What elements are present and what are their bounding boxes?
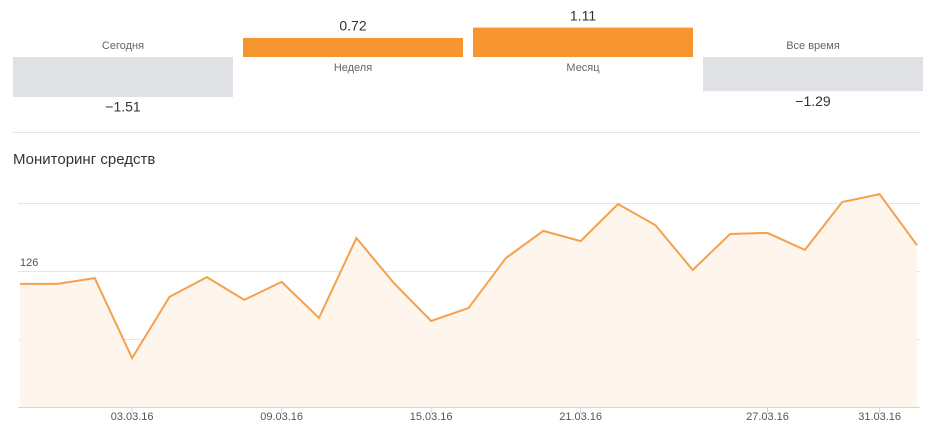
- area: [20, 194, 917, 407]
- category-label: Месяц: [566, 62, 600, 74]
- category-label: Сегодня: [102, 40, 144, 52]
- value-label: 1.11: [570, 7, 596, 23]
- x-tick-label: 03.03.16: [111, 411, 154, 423]
- bar: [13, 57, 233, 98]
- category-label: Неделя: [334, 62, 372, 74]
- value-label: −1.29: [795, 93, 831, 109]
- x-tick-label: 31.03.16: [858, 411, 901, 423]
- y-tick-label: 126: [20, 257, 38, 269]
- line: [20, 193, 918, 361]
- x-tick-label: 27.03.16: [746, 411, 789, 423]
- x-tick-label: 21.03.16: [559, 411, 602, 423]
- bar: [703, 57, 923, 92]
- category-label: Все время: [786, 40, 840, 52]
- bar: [243, 37, 463, 57]
- bar: [473, 27, 693, 57]
- x-tick-label: 09.03.16: [260, 411, 303, 423]
- value-label: −1.51: [105, 99, 141, 115]
- chart-title: Мониторинг средств: [13, 151, 155, 168]
- x-tick-label: 15.03.16: [410, 411, 453, 423]
- value-label: 0.72: [339, 18, 366, 34]
